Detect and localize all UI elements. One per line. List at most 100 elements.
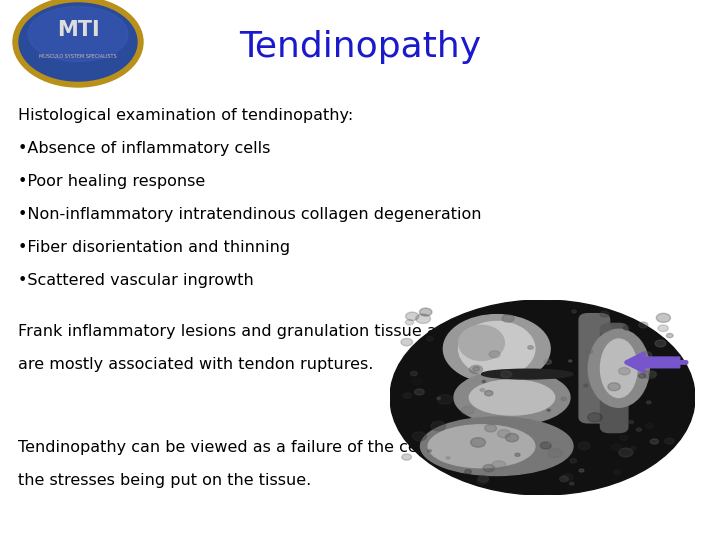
FancyBboxPatch shape	[600, 323, 628, 433]
Circle shape	[420, 308, 432, 316]
Circle shape	[401, 339, 413, 346]
Circle shape	[405, 312, 419, 321]
Circle shape	[618, 367, 630, 375]
Circle shape	[657, 313, 670, 322]
Circle shape	[480, 388, 485, 392]
Ellipse shape	[459, 325, 505, 361]
Circle shape	[489, 351, 500, 357]
Ellipse shape	[444, 315, 550, 383]
Ellipse shape	[600, 339, 637, 397]
Circle shape	[629, 421, 634, 423]
Circle shape	[647, 401, 651, 404]
Circle shape	[498, 430, 510, 438]
Circle shape	[600, 311, 609, 317]
Circle shape	[584, 384, 588, 387]
Circle shape	[485, 424, 497, 432]
Circle shape	[483, 464, 495, 472]
Text: Frank inflammatory lesions and granulation tissue are infrequent and: Frank inflammatory lesions and granulati…	[18, 324, 577, 339]
Circle shape	[528, 346, 534, 349]
Circle shape	[485, 390, 493, 396]
Ellipse shape	[469, 380, 554, 415]
Ellipse shape	[19, 3, 137, 81]
Circle shape	[415, 389, 424, 395]
Ellipse shape	[428, 425, 535, 468]
Circle shape	[561, 397, 567, 401]
Circle shape	[410, 372, 418, 376]
Circle shape	[559, 476, 568, 482]
Circle shape	[572, 310, 577, 313]
Text: are mostly associated with tendon ruptures.: are mostly associated with tendon ruptur…	[18, 357, 374, 372]
Circle shape	[426, 336, 433, 341]
Ellipse shape	[28, 6, 128, 62]
Circle shape	[665, 438, 674, 444]
Circle shape	[619, 435, 628, 441]
Text: Tendinopathy: Tendinopathy	[239, 30, 481, 64]
Text: MTI: MTI	[57, 20, 99, 40]
Circle shape	[598, 323, 611, 332]
Ellipse shape	[588, 329, 649, 407]
Text: •Fiber disorientation and thinning: •Fiber disorientation and thinning	[18, 240, 290, 255]
Circle shape	[639, 322, 648, 328]
Circle shape	[415, 314, 431, 323]
Ellipse shape	[13, 0, 143, 87]
Circle shape	[505, 434, 518, 442]
Circle shape	[569, 360, 572, 362]
Circle shape	[547, 409, 550, 411]
FancyArrow shape	[625, 354, 680, 371]
Circle shape	[562, 474, 573, 481]
Circle shape	[462, 406, 474, 415]
Circle shape	[655, 340, 666, 347]
Circle shape	[549, 442, 553, 444]
Circle shape	[405, 320, 413, 325]
Circle shape	[587, 350, 593, 354]
Circle shape	[465, 470, 472, 474]
Circle shape	[446, 457, 450, 459]
Circle shape	[619, 448, 633, 457]
Ellipse shape	[390, 300, 695, 495]
Circle shape	[657, 360, 667, 366]
Text: MUSCULO SYSTEM SPECIALISTS: MUSCULO SYSTEM SPECIALISTS	[39, 53, 117, 58]
Circle shape	[570, 482, 574, 485]
Circle shape	[411, 378, 422, 385]
Text: •Non-inflammatory intratendinous collagen degeneration: •Non-inflammatory intratendinous collage…	[18, 207, 482, 222]
Circle shape	[428, 450, 431, 452]
Circle shape	[608, 383, 621, 391]
Ellipse shape	[454, 370, 570, 425]
Circle shape	[431, 421, 446, 431]
Circle shape	[413, 432, 426, 441]
Circle shape	[658, 325, 668, 332]
Circle shape	[477, 477, 487, 484]
Circle shape	[473, 367, 480, 371]
Circle shape	[578, 442, 590, 450]
Circle shape	[640, 352, 652, 359]
Text: Tendinopathy can be viewed as a failure of the cell matrix to adapt to: Tendinopathy can be viewed as a failure …	[18, 440, 578, 455]
Circle shape	[644, 370, 657, 379]
Circle shape	[471, 437, 485, 447]
Circle shape	[667, 333, 673, 338]
FancyBboxPatch shape	[579, 314, 610, 423]
Circle shape	[548, 448, 563, 457]
Circle shape	[613, 470, 621, 475]
Circle shape	[544, 360, 552, 365]
Ellipse shape	[459, 321, 535, 376]
Text: the stresses being put on the tissue.: the stresses being put on the tissue.	[18, 473, 311, 488]
Circle shape	[639, 374, 646, 378]
Circle shape	[540, 442, 552, 449]
Text: Histological examination of tendinopathy:: Histological examination of tendinopathy…	[18, 108, 354, 123]
Circle shape	[636, 428, 642, 431]
Circle shape	[502, 315, 514, 322]
Ellipse shape	[482, 369, 573, 379]
Circle shape	[579, 469, 584, 472]
Circle shape	[624, 326, 630, 330]
Circle shape	[478, 475, 489, 482]
Circle shape	[438, 395, 453, 404]
Ellipse shape	[420, 417, 573, 476]
Circle shape	[588, 413, 602, 422]
Text: •Absence of inflammatory cells: •Absence of inflammatory cells	[18, 141, 271, 156]
Circle shape	[482, 381, 485, 383]
Circle shape	[570, 458, 577, 463]
Circle shape	[437, 397, 441, 400]
Text: •Scattered vascular ingrowth: •Scattered vascular ingrowth	[18, 273, 253, 288]
Circle shape	[469, 365, 482, 374]
Circle shape	[631, 446, 636, 450]
